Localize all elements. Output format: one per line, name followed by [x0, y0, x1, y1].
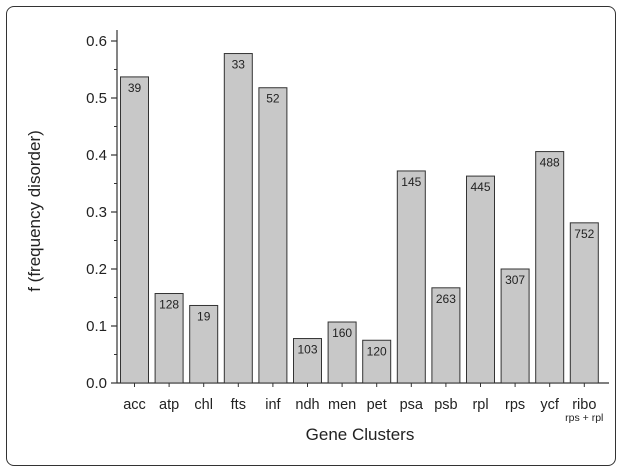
bar-label-ycf: 488: [540, 156, 560, 170]
bar-ndh: [293, 338, 322, 384]
bar-ribo: [569, 222, 599, 384]
bar-label-acc: 39: [128, 81, 142, 95]
bar-label-ndh: 103: [297, 343, 317, 357]
x-axis-title: Gene Clusters: [306, 425, 415, 444]
plot-area: 0.0 0.1 0.2 0.3 0.4 0.5 0.6 39 acc 128 atp 19 chl 33 f…: [86, 30, 609, 424]
bar-label-inf: 52: [266, 92, 280, 106]
x-tick-label-ribo: ribo: [572, 397, 596, 413]
bar-pet: [362, 339, 392, 384]
bar-ycf: [535, 151, 565, 384]
x-tick-label-acc: acc: [123, 397, 146, 413]
bar-label-men: 160: [332, 326, 352, 340]
x-tick-label-ndh: ndh: [295, 397, 319, 413]
x-tick-label-atp: atp: [159, 397, 179, 413]
x-tick-label-psb: psb: [434, 397, 457, 413]
x-tick-sublabel-ribo: rps + rpl: [565, 412, 603, 424]
bar-fts: [223, 53, 253, 384]
x-tick-label-men: men: [328, 397, 356, 413]
bar-men: [327, 321, 357, 384]
bar-label-atp: 128: [159, 298, 179, 312]
y-tick-label: 0.2: [86, 261, 107, 278]
x-tick-label-rpl: rpl: [472, 397, 488, 413]
bar-label-rps: 307: [505, 273, 525, 287]
bar-label-ribo: 752: [574, 227, 594, 241]
y-tick-label: 0.0: [86, 375, 107, 392]
x-tick-label-chl: chl: [194, 397, 213, 413]
y-tick-label: 0.6: [86, 33, 107, 50]
bar-label-psb: 263: [436, 292, 456, 306]
bar-chart: f (frequency disorder) Gene Clusters 0.0…: [25, 30, 609, 444]
y-tick-label: 0.3: [86, 204, 107, 221]
bar-chl: [189, 304, 219, 384]
bar-psa: [396, 170, 426, 384]
y-axis-title: f (frequency disorder): [25, 130, 44, 292]
x-tick-label-pet: pet: [367, 397, 387, 413]
x-tick-label-inf: inf: [265, 397, 281, 413]
chart-frame: [6, 6, 616, 466]
x-tick-label-psa: psa: [400, 397, 424, 413]
y-tick-label: 0.4: [86, 147, 107, 164]
bar-rpl: [466, 175, 495, 384]
x-tick-label-fts: fts: [231, 397, 246, 413]
bar-acc: [120, 76, 149, 384]
bar-label-fts: 33: [232, 58, 246, 72]
bar-rps: [500, 268, 530, 384]
bar-label-pet: 120: [367, 344, 387, 358]
x-tick-label-rps: rps: [505, 397, 525, 413]
x-tick-label-ycf: ycf: [540, 397, 560, 413]
bar-label-psa: 145: [401, 175, 421, 189]
bar-label-rpl: 445: [470, 180, 490, 194]
y-tick-label: 0.1: [86, 318, 107, 335]
bar-label-chl: 19: [197, 309, 211, 323]
bar-psb: [431, 287, 461, 384]
y-tick-label: 0.5: [86, 90, 107, 107]
bar-inf: [258, 87, 288, 384]
